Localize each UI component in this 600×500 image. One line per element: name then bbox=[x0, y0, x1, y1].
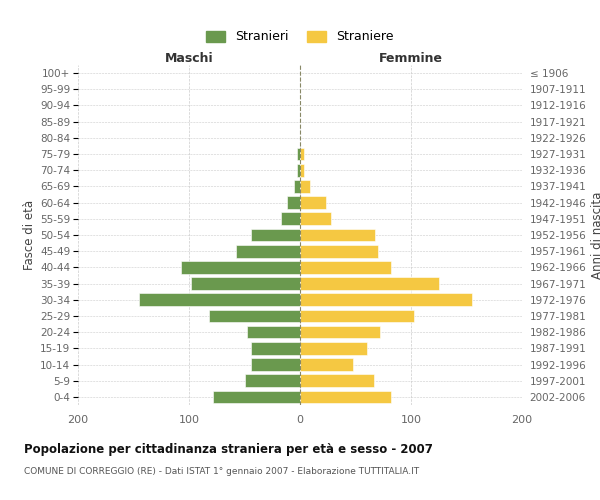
Bar bbox=[281, 212, 300, 225]
Bar bbox=[209, 310, 300, 322]
Y-axis label: Fasce di età: Fasce di età bbox=[23, 200, 36, 270]
Bar bbox=[247, 326, 300, 338]
Bar bbox=[300, 261, 391, 274]
Bar bbox=[300, 342, 367, 354]
Bar bbox=[300, 278, 439, 290]
Bar bbox=[181, 261, 300, 274]
Bar bbox=[300, 310, 415, 322]
Bar bbox=[251, 228, 300, 241]
Bar bbox=[300, 164, 304, 176]
Bar bbox=[296, 164, 300, 176]
Bar bbox=[295, 180, 300, 192]
Bar bbox=[300, 358, 353, 371]
Text: Femmine: Femmine bbox=[379, 52, 443, 65]
Bar bbox=[300, 148, 304, 160]
Bar bbox=[251, 342, 300, 354]
Bar bbox=[245, 374, 300, 387]
Bar bbox=[300, 390, 391, 403]
Bar bbox=[300, 374, 374, 387]
Bar bbox=[214, 390, 300, 403]
Legend: Stranieri, Straniere: Stranieri, Straniere bbox=[206, 30, 394, 44]
Y-axis label: Anni di nascita: Anni di nascita bbox=[590, 192, 600, 278]
Bar bbox=[139, 294, 300, 306]
Bar bbox=[300, 245, 378, 258]
Bar bbox=[300, 326, 380, 338]
Bar bbox=[300, 212, 331, 225]
Bar bbox=[300, 294, 472, 306]
Bar bbox=[287, 196, 300, 209]
Bar bbox=[300, 196, 326, 209]
Bar bbox=[251, 358, 300, 371]
Bar bbox=[300, 228, 376, 241]
Text: COMUNE DI CORREGGIO (RE) - Dati ISTAT 1° gennaio 2007 - Elaborazione TUTTITALIA.: COMUNE DI CORREGGIO (RE) - Dati ISTAT 1°… bbox=[24, 468, 419, 476]
Bar bbox=[236, 245, 300, 258]
Bar bbox=[296, 148, 300, 160]
Text: Popolazione per cittadinanza straniera per età e sesso - 2007: Popolazione per cittadinanza straniera p… bbox=[24, 442, 433, 456]
Text: Maschi: Maschi bbox=[164, 52, 214, 65]
Bar bbox=[300, 180, 310, 192]
Bar bbox=[191, 278, 300, 290]
